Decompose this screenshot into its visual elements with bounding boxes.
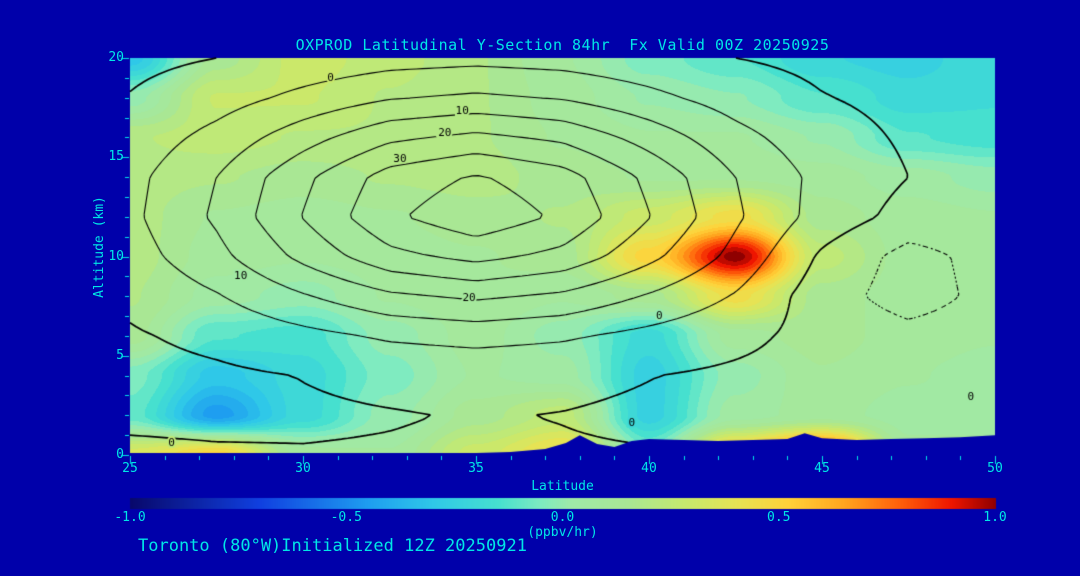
- x-axis-label: Latitude: [531, 479, 594, 494]
- x-tick-label: 40: [641, 461, 657, 476]
- y-tick-label: 5: [116, 347, 124, 363]
- y-tick-label: 0: [116, 447, 124, 462]
- colorbar-tick-label: 1.0: [983, 510, 1007, 525]
- x-tick-label: 45: [814, 461, 830, 476]
- colorbar-tick-label: 0.5: [767, 510, 791, 525]
- colorbar-tick-label: 0.0: [550, 510, 575, 525]
- x-tick-label: 50: [987, 461, 1003, 476]
- colorbar-tick-label: -0.5: [330, 510, 362, 525]
- colorbar-tick-label: -1.0: [114, 510, 146, 525]
- x-tick-label: 35: [468, 461, 484, 476]
- y-axis-label: Altitude (km): [92, 196, 107, 298]
- chart-title: OXPROD Latitudinal Y-Section 84hr Fx Val…: [295, 36, 830, 54]
- footer-caption: Toronto (80°W)Initialized 12Z 20250921: [138, 536, 527, 556]
- y-tick-label: 20: [108, 50, 124, 65]
- y-tick-label: 10: [108, 248, 124, 264]
- y-tick-label: 15: [108, 149, 124, 165]
- colorbar-unit-label: (ppbv/hr): [527, 525, 598, 540]
- x-tick-label: 25: [122, 461, 138, 476]
- x-tick-label: 30: [295, 461, 311, 476]
